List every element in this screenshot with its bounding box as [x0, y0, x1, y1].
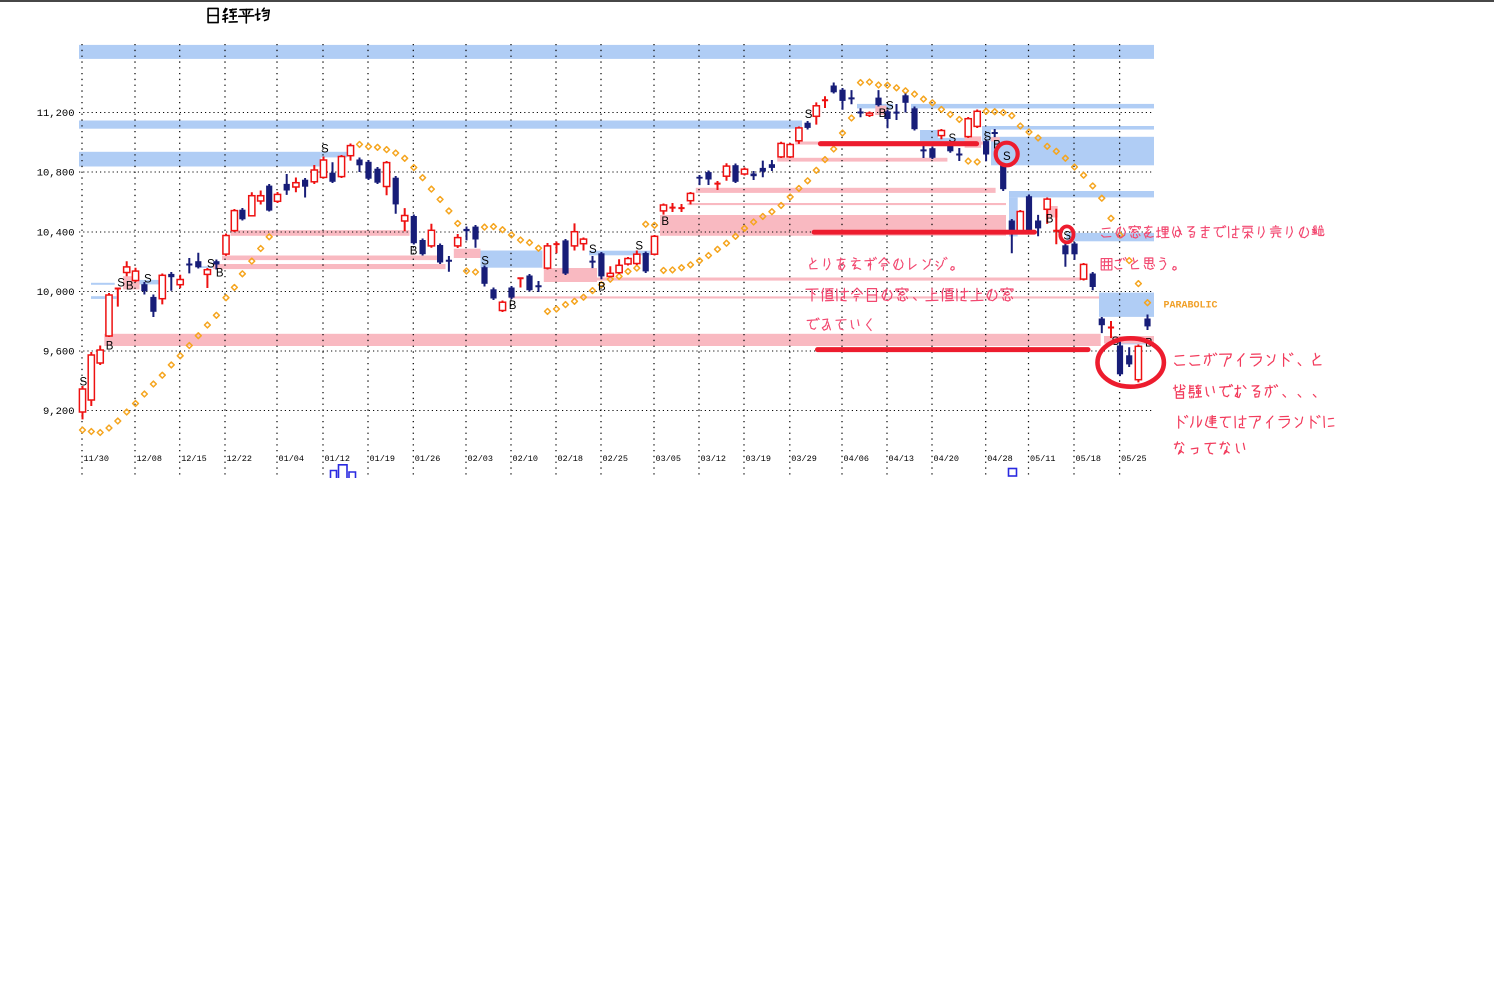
- svg-text:B: B: [216, 268, 224, 280]
- svg-text:10,000: 10,000: [37, 287, 75, 299]
- svg-text:PARABOLIC: PARABOLIC: [1164, 301, 1218, 312]
- svg-text:11/30: 11/30: [84, 454, 110, 464]
- svg-text:B: B: [879, 108, 887, 120]
- svg-text:05/11: 05/11: [1030, 454, 1056, 464]
- svg-text:02/25: 02/25: [603, 454, 629, 464]
- svg-text:S: S: [117, 278, 125, 290]
- svg-text:03/29: 03/29: [791, 454, 817, 464]
- svg-text:04/13: 04/13: [889, 454, 915, 464]
- svg-text:B: B: [1046, 214, 1054, 226]
- svg-text:03/05: 03/05: [656, 454, 682, 464]
- svg-text:04/20: 04/20: [934, 454, 960, 464]
- svg-text:01/04: 01/04: [279, 454, 305, 464]
- svg-text:12/22: 12/22: [227, 454, 253, 464]
- svg-text:01/26: 01/26: [415, 454, 441, 464]
- svg-text:11,200: 11,200: [37, 108, 75, 120]
- svg-text:S: S: [1063, 230, 1071, 242]
- svg-text:B: B: [509, 300, 517, 312]
- svg-text:B: B: [661, 216, 669, 228]
- svg-text:S: S: [984, 131, 992, 143]
- svg-text:05/25: 05/25: [1121, 454, 1147, 464]
- svg-text:10,800: 10,800: [37, 168, 75, 180]
- svg-text:B: B: [106, 341, 114, 353]
- svg-text:01/19: 01/19: [370, 454, 396, 464]
- svg-text:04/28: 04/28: [987, 454, 1013, 464]
- svg-text:B: B: [410, 246, 418, 258]
- svg-text:02/10: 02/10: [513, 454, 539, 464]
- svg-text:B: B: [126, 280, 134, 292]
- svg-text:05/18: 05/18: [1076, 454, 1102, 464]
- svg-text:S: S: [589, 244, 597, 256]
- svg-text:S: S: [207, 258, 215, 270]
- svg-text:10,400: 10,400: [37, 228, 75, 240]
- svg-text:04/06: 04/06: [844, 454, 870, 464]
- svg-text:12/08: 12/08: [137, 454, 163, 464]
- svg-text:S: S: [144, 273, 152, 285]
- svg-text:S: S: [635, 241, 643, 253]
- svg-text:S: S: [1003, 151, 1011, 163]
- svg-text:12/15: 12/15: [181, 454, 207, 464]
- svg-text:S: S: [481, 255, 489, 267]
- svg-text:9,600: 9,600: [43, 347, 75, 359]
- svg-text:01/12: 01/12: [325, 454, 351, 464]
- svg-text:S: S: [80, 377, 88, 389]
- svg-text:S: S: [886, 101, 894, 113]
- svg-text:9,200: 9,200: [43, 406, 75, 418]
- svg-text:S: S: [321, 143, 329, 155]
- svg-text:02/18: 02/18: [558, 454, 584, 464]
- svg-text:02/03: 02/03: [468, 454, 494, 464]
- svg-text:B: B: [598, 282, 606, 294]
- svg-text:S: S: [949, 133, 957, 145]
- svg-text:S: S: [805, 109, 813, 121]
- svg-text:03/12: 03/12: [701, 454, 727, 464]
- svg-text:03/19: 03/19: [746, 454, 772, 464]
